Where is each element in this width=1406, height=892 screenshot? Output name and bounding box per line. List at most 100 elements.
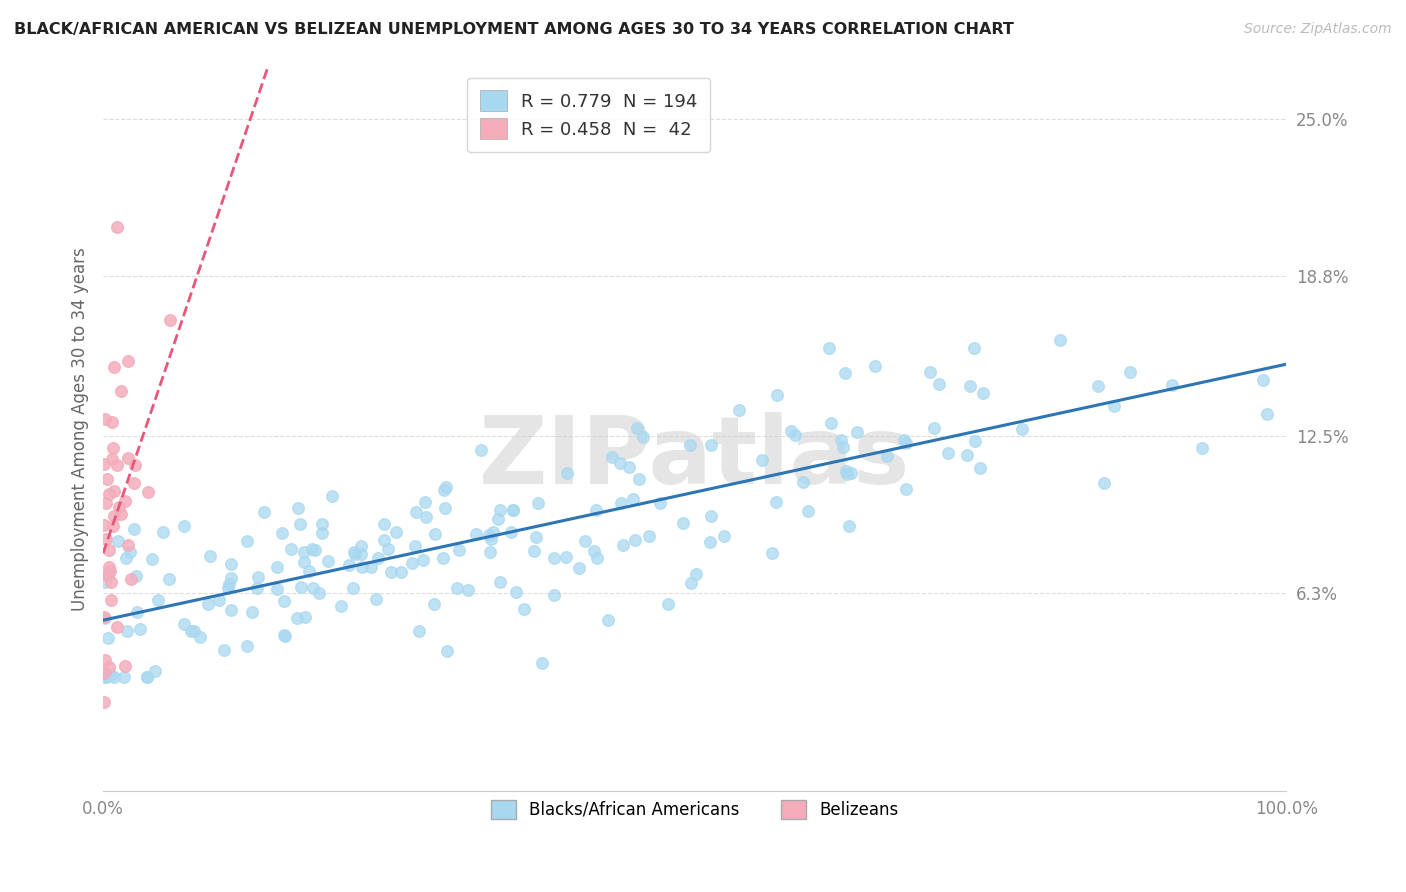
Point — [938, 446, 960, 460]
Point — [713, 529, 735, 543]
Point — [124, 458, 146, 472]
Point — [436, 643, 458, 657]
Point — [626, 421, 648, 435]
Point — [124, 523, 146, 537]
Point — [219, 558, 242, 572]
Point — [963, 341, 986, 355]
Point — [103, 670, 125, 684]
Point — [837, 467, 859, 481]
Point — [894, 482, 917, 496]
Point — [373, 517, 395, 532]
Point — [141, 552, 163, 566]
Point — [543, 588, 565, 602]
Point — [308, 585, 330, 599]
Point — [219, 571, 242, 585]
Point — [672, 516, 695, 530]
Point — [311, 526, 333, 541]
Point — [159, 313, 181, 327]
Point — [464, 527, 486, 541]
Point — [380, 566, 402, 580]
Point — [1256, 407, 1278, 421]
Point — [700, 508, 723, 523]
Point — [434, 501, 457, 516]
Point — [524, 530, 547, 544]
Point — [115, 551, 138, 566]
Point — [114, 494, 136, 508]
Point — [94, 653, 117, 667]
Point — [114, 659, 136, 673]
Point — [401, 556, 423, 570]
Point — [94, 532, 117, 546]
Point — [110, 384, 132, 399]
Point — [266, 559, 288, 574]
Point — [478, 528, 501, 542]
Point — [350, 547, 373, 561]
Point — [1251, 373, 1274, 387]
Point — [105, 219, 128, 234]
Point — [173, 518, 195, 533]
Point — [301, 541, 323, 556]
Point — [876, 449, 898, 463]
Point — [271, 525, 294, 540]
Point — [93, 457, 115, 471]
Point — [972, 385, 994, 400]
Point — [94, 670, 117, 684]
Point — [94, 574, 117, 589]
Point — [100, 593, 122, 607]
Point — [292, 556, 315, 570]
Point — [446, 581, 468, 595]
Point — [623, 533, 645, 548]
Point — [115, 624, 138, 638]
Point — [617, 459, 640, 474]
Point — [783, 427, 806, 442]
Point — [350, 539, 373, 553]
Point — [93, 695, 115, 709]
Point — [217, 581, 239, 595]
Point — [143, 664, 166, 678]
Point — [555, 550, 578, 565]
Point — [502, 502, 524, 516]
Point — [93, 517, 115, 532]
Point — [198, 549, 221, 564]
Point — [650, 496, 672, 510]
Point — [337, 558, 360, 573]
Point — [197, 597, 219, 611]
Point — [236, 639, 259, 653]
Point — [797, 503, 820, 517]
Point — [583, 544, 606, 558]
Point — [610, 496, 633, 510]
Point — [236, 534, 259, 549]
Point — [527, 495, 550, 509]
Point — [449, 543, 471, 558]
Point — [384, 525, 406, 540]
Point — [846, 425, 869, 439]
Point — [152, 525, 174, 540]
Point — [100, 574, 122, 589]
Point — [101, 415, 124, 429]
Point — [98, 564, 121, 578]
Point — [288, 517, 311, 532]
Point — [330, 599, 353, 613]
Point — [97, 487, 120, 501]
Point — [531, 656, 554, 670]
Point — [98, 543, 121, 558]
Point — [1087, 379, 1109, 393]
Point — [621, 492, 644, 507]
Point — [699, 534, 721, 549]
Point — [598, 613, 620, 627]
Point — [1092, 475, 1115, 490]
Point — [117, 354, 139, 368]
Point — [959, 378, 981, 392]
Point — [631, 430, 654, 444]
Point — [432, 551, 454, 566]
Point — [208, 593, 231, 607]
Point — [792, 475, 814, 489]
Point — [221, 603, 243, 617]
Point — [294, 609, 316, 624]
Point — [700, 438, 723, 452]
Point — [482, 525, 505, 540]
Point — [1119, 365, 1142, 379]
Point — [108, 500, 131, 515]
Point — [834, 366, 856, 380]
Point — [287, 500, 309, 515]
